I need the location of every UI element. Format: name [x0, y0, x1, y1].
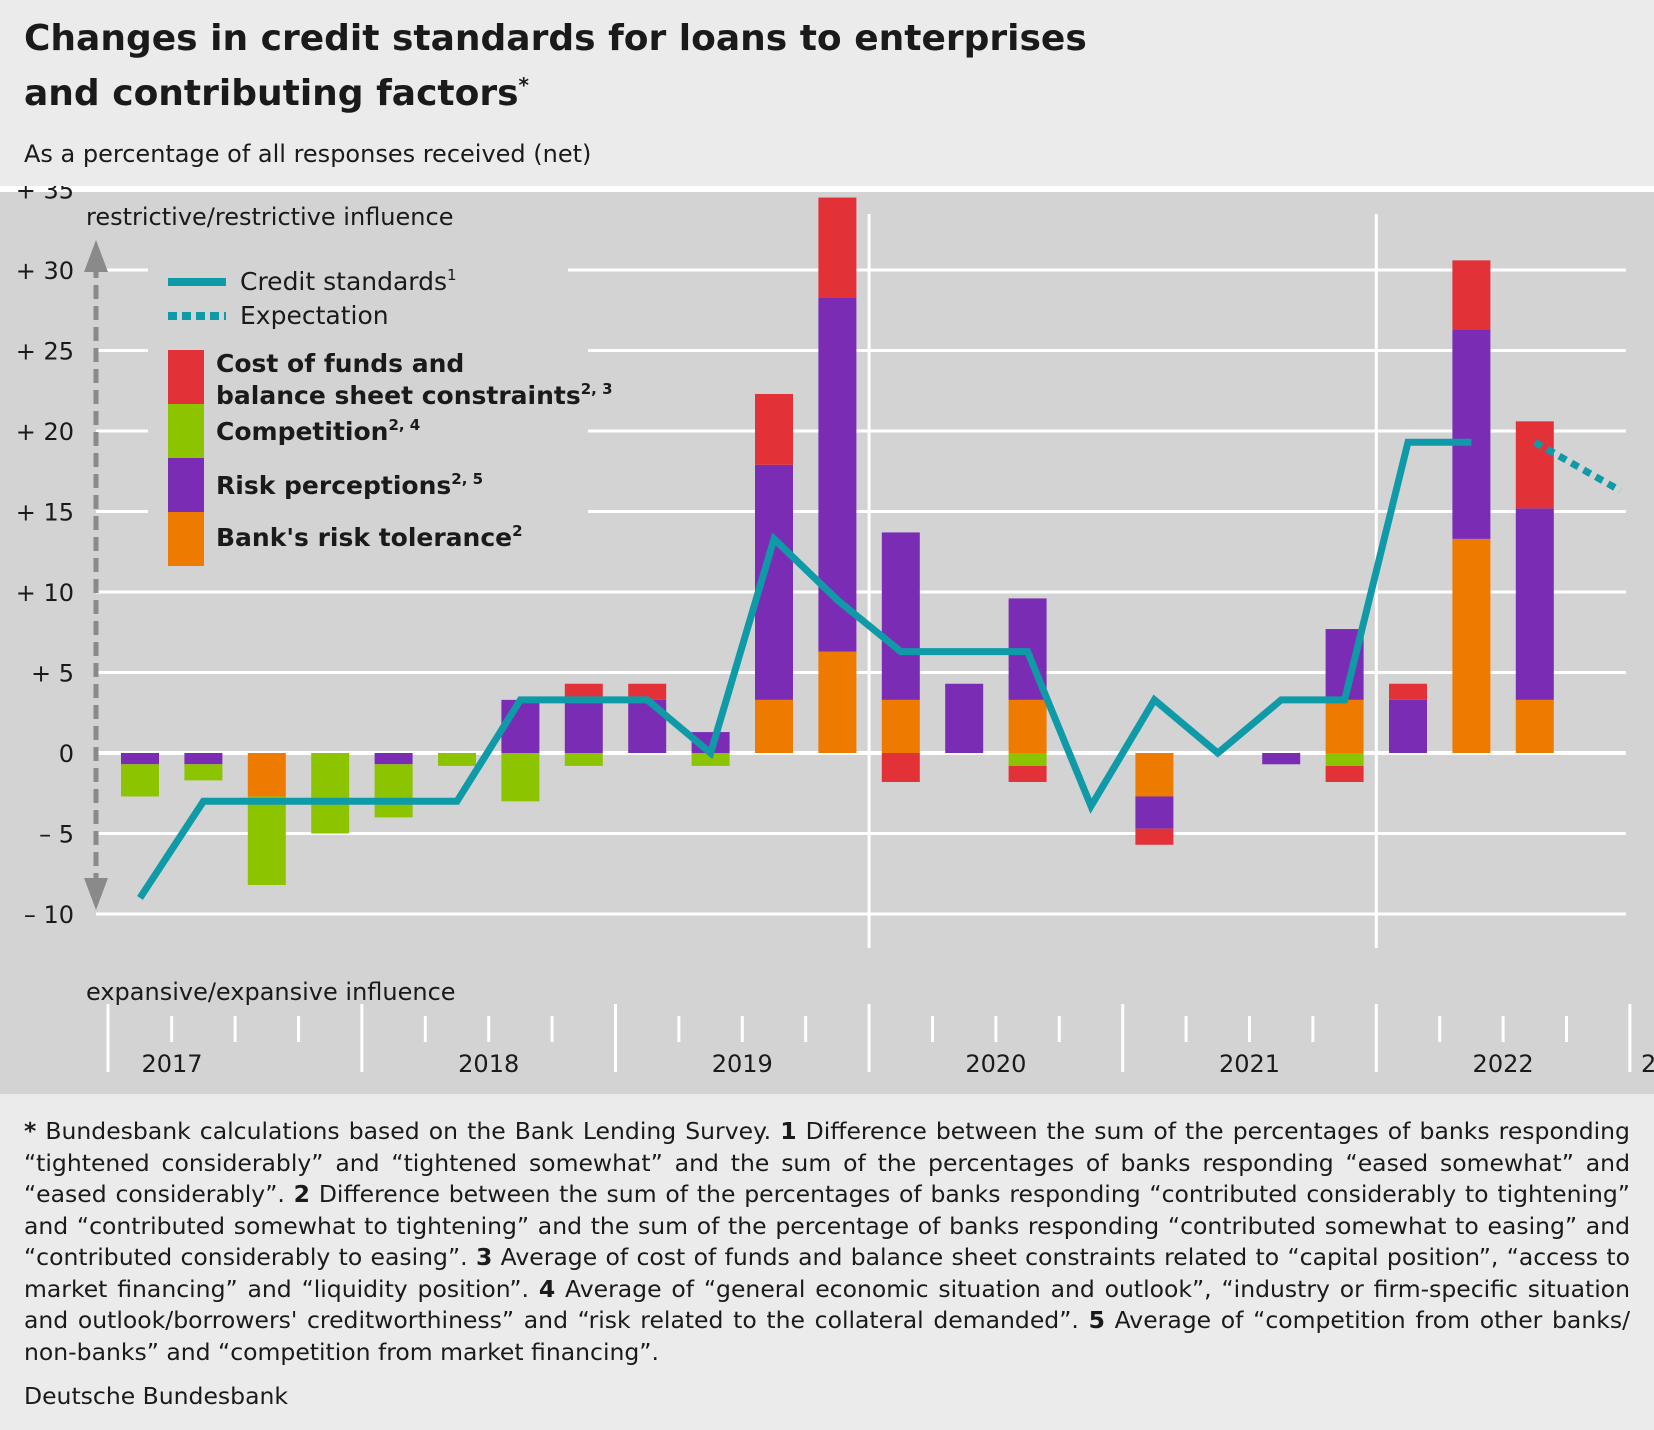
bar-risk-2017Q1 — [121, 753, 159, 765]
title-footnote-mark: * — [518, 73, 529, 97]
bar-competition-2020Q3 — [1008, 753, 1047, 766]
credit-standards-line — [137, 438, 1472, 900]
bar-competition-2019Q2 — [691, 753, 730, 766]
chart-title: Changes in credit standards for loans to… — [24, 16, 1087, 117]
y-tick-label-6: + 5 — [31, 660, 74, 688]
legend-cost-swatch — [168, 350, 204, 404]
bar-tolerance-2020Q3 — [1008, 699, 1047, 753]
bar-cost-2019Q1 — [628, 683, 667, 700]
bar-cost-2020Q3 — [1008, 765, 1047, 782]
bar-tolerance-2021Q4 — [1325, 699, 1364, 753]
bar-competition-2018Q4 — [564, 753, 603, 766]
top-axis-annotation: restrictive/restrictive influence — [86, 203, 453, 231]
bar-cost-2019Q3 — [755, 393, 793, 465]
footnote-text-3: Average of cost of funds and balance she… — [24, 1243, 1630, 1303]
y-tick-label-1: + 30 — [16, 257, 74, 285]
bar-tolerance-2017Q3 — [247, 753, 286, 797]
footnote-text-1: Difference between the sum of the percen… — [24, 1117, 1630, 1208]
legend-risk-swatch — [168, 458, 204, 512]
bar-competition-2017Q2 — [184, 764, 223, 781]
x-year-label-2022: 2022 — [1473, 1050, 1534, 1078]
x-year-label-2023: 2023 — [1641, 1050, 1654, 1078]
x-year-label-2019: 2019 — [712, 1050, 773, 1078]
legend-competition-label: Competition2, 4 — [216, 416, 420, 446]
y-tick-label-9: – 10 — [24, 901, 74, 929]
expectation-line — [1533, 439, 1622, 494]
y-tick-label-5: + 10 — [16, 579, 74, 607]
bar-risk-2022Q1 — [1389, 699, 1427, 753]
bar-competition-2018Q1 — [374, 764, 413, 818]
legend-tolerance-swatch — [168, 512, 204, 566]
bar-cost-2018Q4 — [564, 683, 603, 700]
y-tick-label-3: + 20 — [16, 418, 74, 446]
bar-cost-2022Q2 — [1452, 260, 1491, 330]
footnote-text-5: Average of “competition from other banks… — [24, 1306, 1630, 1366]
legend-competition-swatch — [168, 404, 204, 458]
chart-subtitle: As a percentage of all responses receive… — [24, 140, 592, 168]
title-line-2: and contributing factors* — [24, 73, 529, 114]
y-tick-label-8: – 5 — [39, 821, 74, 849]
legend-risk-label: Risk perceptions2, 5 — [216, 470, 483, 500]
y-tick-label-7: 0 — [59, 740, 74, 768]
bar-risk-2017Q2 — [184, 753, 223, 765]
x-year-label-2021: 2021 — [1219, 1050, 1280, 1078]
bar-cost-2020Q1 — [881, 753, 920, 782]
bar-tolerance-2022Q3 — [1515, 699, 1554, 753]
bar-competition-2018Q2 — [438, 753, 476, 766]
bar-tolerance-2021Q1 — [1135, 753, 1174, 797]
x-year-label-2017: 2017 — [141, 1050, 202, 1078]
footnote-text-0: Bundesbank calculations based on the Ban… — [36, 1117, 781, 1145]
bar-cost-2021Q4 — [1325, 765, 1364, 782]
bar-competition-2017Q3 — [247, 796, 286, 886]
bar-risk-2018Q4 — [564, 699, 603, 753]
bar-competition-2017Q4 — [311, 753, 350, 834]
legend-credit-standards-label: Credit standards1 — [240, 266, 457, 296]
x-year-label-2018: 2018 — [458, 1050, 519, 1078]
chart-svg: + 35 + 30 + 25 + 20 + 15 + 10 + 5 0 – 5 – 10 restr… — [16, 186, 1654, 1078]
arrow-down-icon — [84, 878, 108, 910]
bar-competition-2018Q3 — [501, 753, 540, 802]
source-label: Deutsche Bundesbank — [24, 1382, 288, 1410]
bar-risk-2022Q2 — [1452, 329, 1491, 539]
bar-competition-2017Q1 — [121, 764, 159, 797]
bar-tolerance-2019Q3 — [755, 699, 793, 753]
bar-risk-2021Q1 — [1135, 796, 1174, 829]
bar-tolerance-2022Q2 — [1452, 538, 1491, 753]
footnote-text-2: Difference between the sum of the percen… — [24, 1180, 1630, 1271]
title-line-1: Changes in credit standards for loans to… — [24, 18, 1087, 59]
footnote-mark-1: 1 — [780, 1117, 797, 1145]
legend-box-backdrop — [148, 346, 588, 572]
legend-cost-label: Cost of funds and balance sheet constrain… — [216, 349, 613, 410]
y-tick-label-2: + 25 — [16, 338, 74, 366]
arrow-up-icon — [84, 240, 108, 272]
legend-expectation-label: Expectation — [240, 301, 389, 330]
bar-risk-2021Q3 — [1262, 753, 1301, 765]
bar-risk-2022Q3 — [1515, 508, 1554, 700]
footnote-mark-5: 5 — [1088, 1306, 1105, 1334]
bar-risk-2020Q2 — [945, 683, 984, 753]
bottom-axis-annotation: expansive/expansive influence — [86, 978, 456, 1006]
footnote-text-4: Average of “general economic situation a… — [24, 1274, 1631, 1335]
bar-tolerance-2019Q4 — [818, 651, 857, 753]
legend: Credit standards1 Expectation Cost of fund… — [148, 258, 613, 572]
y-tick-label-4: + 15 — [16, 499, 74, 527]
bar-tolerance-2020Q1 — [881, 699, 920, 753]
footnote-mark-4: 4 — [538, 1274, 556, 1303]
footnotes: * Bundesbank calculations based on the B… — [24, 1116, 1630, 1368]
footnote-mark-2: 2 — [293, 1180, 311, 1208]
x-year-label-2020: 2020 — [965, 1050, 1026, 1078]
bar-cost-2022Q3 — [1515, 421, 1554, 509]
y-tick-label-0: + 35 — [16, 186, 74, 205]
legend-tolerance-label: Bank's risk tolerance2 — [216, 522, 523, 552]
bar-risk-2020Q1 — [881, 532, 920, 700]
footnote-mark-3: 3 — [475, 1243, 493, 1271]
legend-line-backdrop — [148, 258, 568, 322]
bar-cost-2019Q4 — [818, 197, 857, 298]
bar-risk-2018Q1 — [374, 753, 413, 765]
bar-cost-2021Q1 — [1135, 828, 1174, 845]
bar-cost-2022Q1 — [1389, 683, 1427, 700]
footnote-mark-0: * — [24, 1117, 37, 1145]
bar-competition-2021Q4 — [1325, 753, 1364, 766]
